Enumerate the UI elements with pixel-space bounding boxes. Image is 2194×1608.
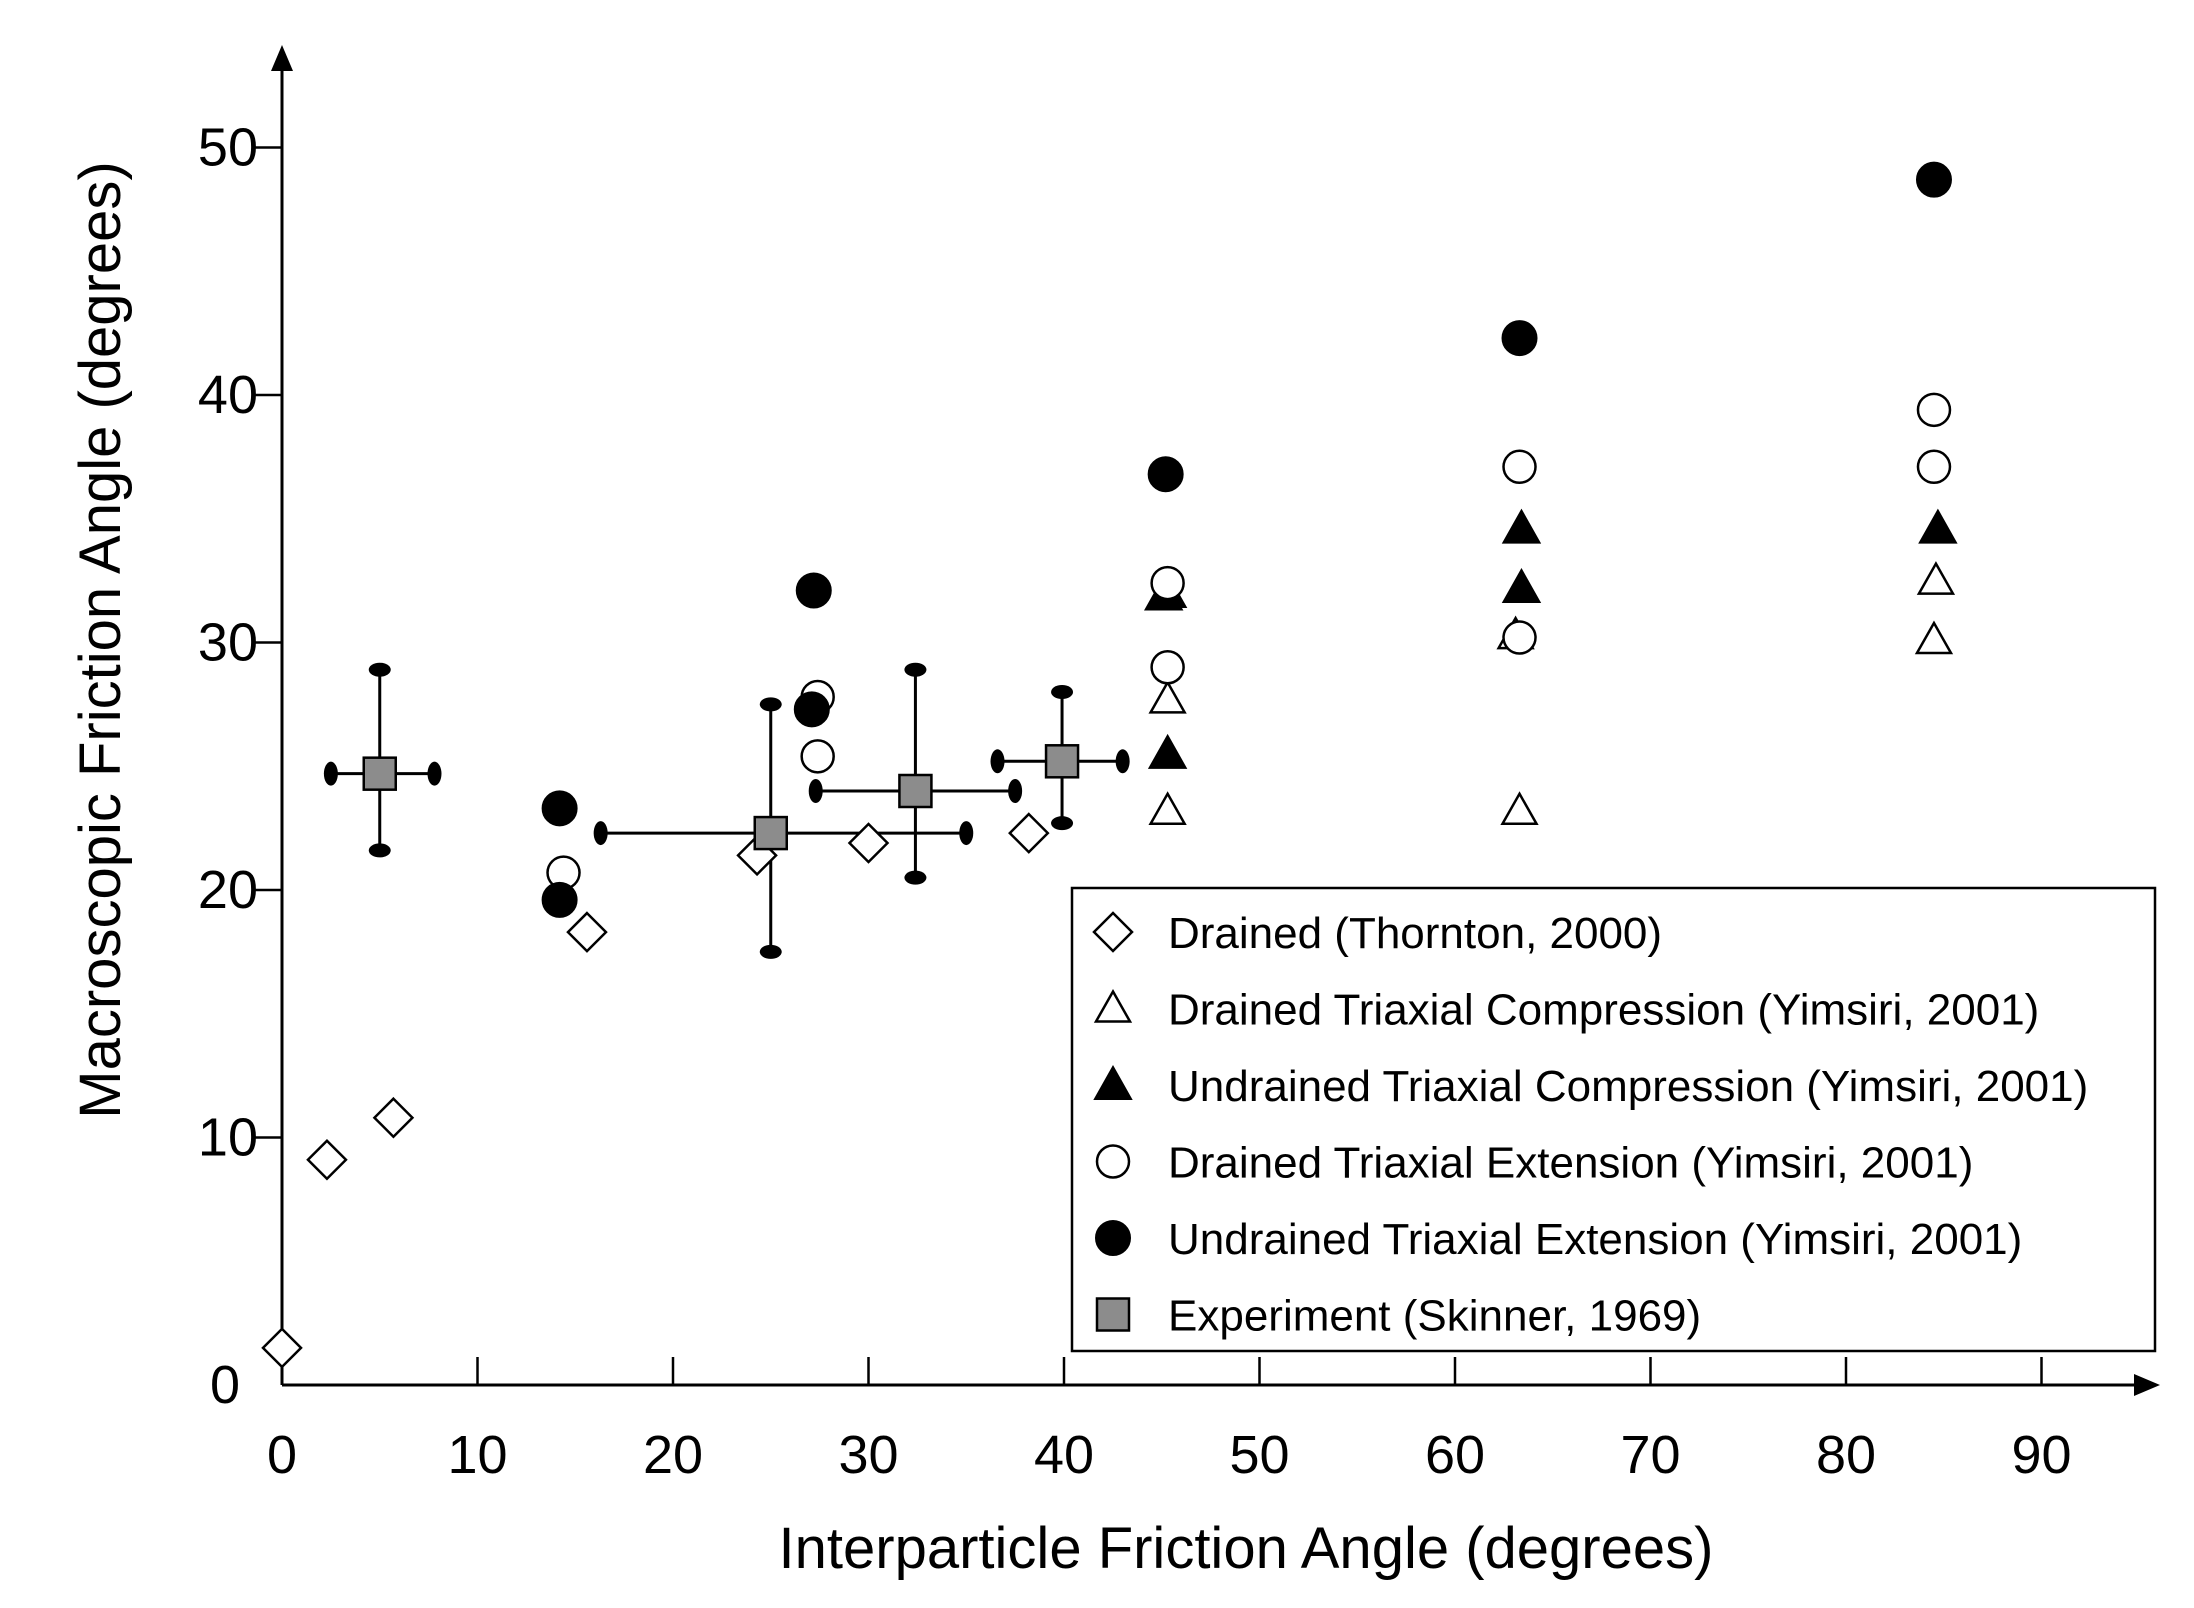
data-point	[1148, 679, 1187, 714]
data-point	[566, 911, 608, 953]
data-point	[1918, 508, 1958, 544]
x-tick-label: 20	[643, 1425, 703, 1485]
data-point	[1502, 449, 1537, 485]
legend-label: Drained Triaxial Compression (Yimsiri, 2…	[1168, 986, 2039, 1035]
data-point	[795, 572, 832, 609]
data-point	[1915, 161, 1952, 198]
error-bar-cap	[990, 749, 1005, 774]
legend-marker	[1093, 988, 1133, 1023]
data-point	[372, 1096, 415, 1139]
data-point	[753, 815, 788, 851]
error-bar-cap	[759, 944, 782, 959]
y-tick-label: 50	[198, 118, 258, 178]
data-point	[1148, 791, 1187, 826]
x-tick-label: 80	[1816, 1425, 1876, 1485]
legend-marker	[1095, 1144, 1131, 1179]
data-point	[1916, 392, 1952, 428]
y-tick-label: 20	[198, 860, 258, 920]
error-bar-cap	[368, 843, 391, 858]
x-tick-label: 10	[447, 1425, 507, 1485]
error-bar-cap	[1051, 685, 1074, 699]
data-point	[1914, 620, 1954, 655]
data-point	[898, 773, 933, 809]
axes: 0 10 20 30 40 50 60 70 80 90 0 10 20 30 40 50	[198, 45, 2160, 1485]
data-point	[541, 881, 578, 918]
x-tick-label: 0	[267, 1425, 297, 1485]
x-tick-label: 90	[2011, 1425, 2071, 1485]
data-point	[800, 739, 835, 774]
error-bar-cap	[904, 662, 927, 677]
data-point	[541, 790, 578, 827]
error-bar-cap	[1051, 816, 1074, 831]
error-bars	[323, 662, 1130, 959]
error-bar-cap	[427, 761, 442, 786]
legend-marker	[1093, 1064, 1133, 1100]
error-bar-cap	[323, 761, 338, 786]
data-point	[306, 1139, 348, 1181]
error-bar-cap	[1008, 779, 1023, 803]
data-point	[793, 691, 830, 728]
y-tick-label: 40	[198, 365, 258, 425]
x-tick-label: 40	[1034, 1425, 1094, 1485]
data-point	[362, 756, 397, 791]
error-bar-cap	[1115, 749, 1130, 774]
error-bar-cap	[808, 779, 823, 803]
data-point	[1044, 744, 1080, 779]
legend-label: Undrained Triaxial Extension (Yimsiri, 2…	[1168, 1215, 2022, 1264]
y-tick-label: 30	[198, 613, 258, 673]
data-point	[1501, 320, 1538, 357]
error-bar-cap	[759, 697, 782, 712]
data-point	[1147, 456, 1184, 493]
x-axis-arrow	[2134, 1374, 2160, 1396]
data-point	[1916, 449, 1952, 485]
error-bar-cap	[959, 821, 974, 846]
data-point	[847, 822, 890, 864]
x-tick-label: 30	[838, 1425, 898, 1485]
error-bar-cap	[904, 870, 927, 885]
x-tick-label: 50	[1229, 1425, 1289, 1485]
y-axis-label: Macroscopic Friction Angle (degrees)	[68, 161, 133, 1118]
data-point	[261, 1327, 303, 1369]
legend-marker	[1095, 1220, 1131, 1256]
legend-label: Undrained Triaxial Compression (Yimsiri,…	[1168, 1062, 2088, 1111]
legend-box	[1070, 886, 2157, 1353]
legend-label: Drained (Thornton, 2000)	[1168, 909, 1662, 958]
y-tick-label: 10	[198, 1108, 258, 1168]
legend-label: Drained Triaxial Extension (Yimsiri, 200…	[1168, 1139, 1973, 1188]
data-point	[1501, 568, 1542, 604]
x-tick-label: 70	[1620, 1425, 1680, 1485]
data-point	[1501, 508, 1542, 544]
legend-marker	[1092, 911, 1134, 953]
data-point	[1008, 812, 1050, 854]
y-tick-label: 0	[210, 1355, 240, 1415]
data-point	[1916, 561, 1956, 595]
y-axis-arrow	[271, 45, 293, 71]
x-tick-label: 60	[1425, 1425, 1485, 1485]
legend: Drained (Thornton, 2000) Drained Triaxial…	[1070, 886, 2157, 1353]
error-bar-cap	[368, 662, 391, 677]
data-point	[1147, 733, 1188, 769]
error-bar-cap	[593, 821, 608, 846]
legend-marker	[1095, 1297, 1131, 1332]
data-point	[1500, 791, 1539, 826]
legend-label: Experiment (Skinner, 1969)	[1168, 1292, 1701, 1341]
data-point	[1150, 565, 1185, 601]
data-point	[1150, 650, 1185, 685]
x-axis-label: Interparticle Friction Angle (degrees)	[779, 1516, 1714, 1581]
data-point	[1502, 620, 1537, 655]
data-points	[261, 161, 1958, 1369]
